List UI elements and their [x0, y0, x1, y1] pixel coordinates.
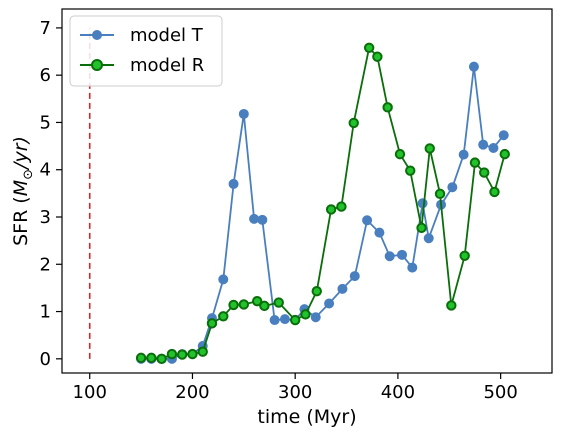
legend: model T model R [69, 15, 223, 87]
data-point-model-t [362, 215, 373, 226]
y-axis-label-subscript: ⊙ [21, 169, 36, 180]
data-point-model-r [424, 143, 435, 154]
y-axis-label: SFR (M⊙/yr) [10, 136, 36, 246]
data-point-model-r [197, 346, 208, 357]
y-tick-label: 7 [40, 18, 51, 39]
data-point-model-r [469, 157, 481, 168]
data-point-model-r [187, 348, 198, 360]
data-point-model-t [349, 271, 360, 282]
y-axis-label-main: SFR ( [10, 196, 32, 246]
data-point-model-r [259, 300, 270, 312]
data-point-model-t [374, 227, 385, 238]
data-point-model-r [348, 117, 359, 129]
data-point-model-r [336, 201, 347, 212]
data-point-model-r [489, 186, 500, 198]
data-point-model-t [407, 262, 418, 273]
x-axis-label: time (Myr) [257, 406, 356, 428]
data-point-model-r [228, 299, 239, 311]
legend-marker-model-t [92, 30, 102, 40]
data-point-model-t [397, 249, 408, 260]
y-tick-label: 0 [40, 349, 51, 370]
data-point-model-t [324, 298, 335, 309]
y-tick-label: 3 [40, 207, 51, 228]
data-point-model-t [310, 312, 321, 323]
data-point-model-r [372, 51, 383, 62]
data-point-model-t [269, 315, 280, 326]
series-layer [135, 42, 510, 365]
data-point-model-r [405, 165, 416, 176]
data-point-model-r [206, 318, 218, 329]
data-point-model-r [300, 309, 311, 320]
legend-marker-model-r [91, 59, 103, 71]
data-point-model-r [479, 167, 490, 178]
data-point-model-r [416, 222, 427, 234]
data-point-model-t [228, 178, 239, 189]
data-point-model-t [218, 274, 229, 285]
y-tick-label: 5 [40, 112, 51, 133]
data-point-model-t [478, 139, 489, 150]
data-point-model-t [498, 130, 509, 141]
x-tick-label: 500 [483, 382, 517, 403]
data-point-model-r [434, 188, 446, 200]
series-line-model-r [141, 45, 506, 360]
data-point-model-t [488, 142, 499, 153]
legend-box [69, 15, 223, 87]
data-point-model-r [363, 42, 375, 53]
legend-label-model-r: model R [130, 55, 204, 76]
data-point-model-r [446, 300, 457, 311]
data-point-model-r [394, 148, 406, 160]
data-point-model-r [251, 295, 263, 307]
data-point-model-t [458, 149, 469, 160]
data-point-model-t [447, 182, 458, 193]
legend-label-model-t: model T [130, 25, 204, 46]
series-model-t [136, 61, 509, 364]
data-point-model-t [417, 198, 428, 209]
data-point-model-r [311, 286, 322, 297]
data-point-model-r [325, 204, 337, 215]
tick-layer: 100 200 300 400 500 0 1 2 3 4 5 6 7 [40, 18, 518, 403]
data-point-model-r [176, 349, 188, 360]
data-point-model-r [156, 353, 167, 365]
data-point-model-r [218, 311, 229, 322]
data-point-model-t [468, 61, 479, 72]
y-axis-label-symbol: M [10, 180, 32, 196]
data-point-model-r [238, 299, 250, 310]
plot-frame [61, 8, 553, 374]
y-axis-label-tail: /yr) [10, 136, 32, 171]
data-point-model-t [257, 214, 268, 225]
data-point-model-r [146, 352, 157, 364]
y-tick-label: 2 [40, 254, 51, 275]
data-point-model-t [337, 283, 348, 294]
data-point-model-r [289, 314, 301, 326]
series-model-r [135, 42, 510, 365]
x-tick-label: 100 [73, 382, 107, 403]
y-tick-label: 6 [40, 65, 51, 86]
data-point-model-t [279, 314, 290, 325]
data-point-model-t [249, 213, 260, 224]
x-tick-label: 300 [278, 382, 312, 403]
data-point-model-r [459, 250, 470, 261]
series-line-model-t [141, 66, 505, 360]
data-point-model-r [499, 148, 510, 160]
data-point-model-r [166, 348, 178, 360]
data-point-model-t [423, 233, 434, 244]
x-tick-label: 200 [175, 382, 209, 403]
data-point-model-r [135, 352, 147, 364]
x-tick-label: 400 [381, 382, 415, 403]
data-point-model-t [238, 108, 249, 119]
y-tick-label: 1 [40, 302, 51, 323]
data-point-model-r [273, 297, 284, 308]
data-point-model-r [382, 102, 393, 113]
y-tick-label: 4 [40, 160, 51, 181]
data-point-model-t [384, 251, 395, 262]
